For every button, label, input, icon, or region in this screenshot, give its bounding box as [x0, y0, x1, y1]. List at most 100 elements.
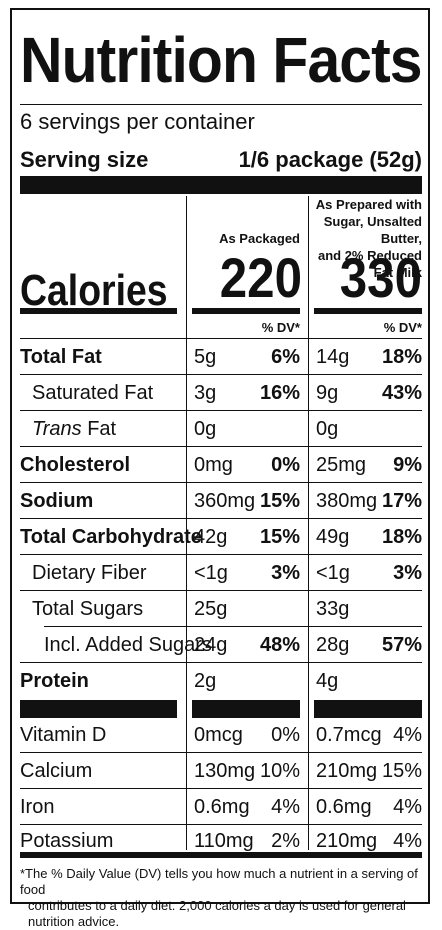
dv-packaged: 4%: [271, 796, 300, 818]
dv-packaged: 48%: [259, 634, 300, 656]
amount-prepared: 33g: [316, 598, 350, 620]
amount-prepared: 28g: [316, 634, 350, 656]
nutrient-name: Sodium: [20, 490, 94, 512]
vitamin-divider-packaged: [192, 700, 300, 718]
vitamin-row-vitamin-d: Vitamin D 0mcg 0% 0.7mcg 4%: [12, 718, 428, 752]
row-divider: [20, 662, 422, 663]
daily-value-footnote: *The % Daily Value (DV) tells you how mu…: [20, 866, 418, 929]
nutrient-row-added-sugars: Incl. Added Sugars 24g 48% 28g 57%: [12, 628, 428, 662]
vitamin-name: Vitamin D: [20, 724, 107, 746]
amount-packaged: <1g: [194, 562, 228, 584]
prepared-header: As Prepared with Sugar, Unsalted Butter,…: [315, 197, 422, 280]
dv-packaged: 0%: [271, 454, 300, 476]
amount-prepared: 49g: [316, 526, 350, 548]
nutrient-row-protein: Protein 2g 4g: [12, 664, 428, 698]
vitamin-row-calcium: Calcium 130mg 10% 210mg 15%: [12, 754, 428, 788]
row-divider: [20, 752, 422, 753]
vitamin-name: Iron: [20, 796, 55, 818]
vitamin-divider-label: [20, 700, 177, 718]
dv-packaged: 15%: [259, 490, 300, 512]
amount-prepared: 210mg: [316, 830, 378, 852]
row-divider: [20, 824, 422, 825]
nutrient-name: Dietary Fiber: [32, 562, 147, 584]
amount-prepared: 25mg: [316, 454, 367, 476]
row-divider: [20, 338, 422, 339]
amount-prepared: 210mg: [316, 760, 378, 782]
nutrient-name: Incl. Added Sugars: [44, 634, 212, 656]
dv-packaged: 6%: [271, 346, 300, 368]
vitamin-row-potassium: Potassium 110mg 2% 210mg 4%: [12, 824, 428, 858]
dv-prepared: 17%: [381, 490, 422, 512]
calories-label: Calories: [20, 266, 168, 315]
amount-packaged: 0.6mg: [194, 796, 250, 818]
serving-size-value: 1/6 package (52g): [238, 147, 422, 172]
nutrient-name: Trans Fat: [32, 418, 117, 440]
nutrient-name: Total Carbohydrate: [20, 526, 202, 548]
dv-prepared: 18%: [381, 346, 422, 368]
nutrient-row-sodium: Sodium 360mg 15% 380mg 17%: [12, 484, 428, 518]
dv-prepared: 4%: [393, 724, 422, 746]
nutrient-name: Total Fat: [20, 346, 102, 368]
dv-prepared: 9%: [393, 454, 422, 476]
vitamin-row-iron: Iron 0.6mg 4% 0.6mg 4%: [12, 790, 428, 824]
nutrient-name: Cholesterol: [20, 454, 131, 476]
dv-packaged: 2%: [271, 830, 300, 852]
amount-packaged: 0mcg: [194, 724, 243, 746]
row-divider: [20, 518, 422, 519]
vitamin-divider-prepared: [314, 700, 422, 718]
dv-prepared: 43%: [381, 382, 422, 404]
dv-packaged: 15%: [259, 526, 300, 548]
amount-packaged: 0mg: [194, 454, 233, 476]
calories-packaged: 220: [219, 246, 302, 309]
column-divider-right: [308, 196, 309, 850]
row-divider: [20, 446, 422, 447]
nutrient-row-total-carbohydrate: Total Carbohydrate 42g 15% 49g 18%: [12, 520, 428, 554]
amount-prepared: 14g: [316, 346, 350, 368]
row-divider: [44, 626, 422, 627]
dv-prepared: 18%: [381, 526, 422, 548]
nutrient-row-saturated-fat: Saturated Fat 3g 16% 9g 43%: [12, 376, 428, 410]
vitamin-name: Potassium: [20, 830, 114, 852]
amount-packaged: 360mg: [194, 490, 256, 512]
amount-prepared: <1g: [316, 562, 350, 584]
serving-divider-bar: [20, 176, 422, 194]
amount-prepared: 380mg: [316, 490, 378, 512]
amount-prepared: 4g: [316, 670, 339, 692]
serving-size-row: Serving size 1/6 package (52g): [20, 146, 422, 174]
vitamin-name: Calcium: [20, 760, 93, 782]
dv-prepared: 4%: [393, 830, 422, 852]
amount-packaged: 0g: [194, 418, 217, 440]
nutrient-row-trans-fat: Trans Fat 0g 0g: [12, 412, 428, 446]
nutrient-name: Saturated Fat: [32, 382, 154, 404]
calories-prepared: 330: [339, 246, 422, 309]
dv-packaged: 10%: [259, 760, 300, 782]
nutrient-name: Total Sugars: [32, 598, 144, 620]
dv-packaged: 3%: [271, 562, 300, 584]
amount-packaged: 42g: [194, 526, 228, 548]
serving-size-label: Serving size: [20, 147, 149, 172]
row-divider: [20, 374, 422, 375]
dv-prepared: 57%: [381, 634, 422, 656]
title-divider: [20, 104, 422, 105]
amount-prepared: 9g: [316, 382, 339, 404]
amount-prepared: 0.7mcg: [316, 724, 382, 746]
nutrient-row-dietary-fiber: Dietary Fiber <1g 3% <1g 3%: [12, 556, 428, 590]
packaged-header: As Packaged: [219, 231, 300, 246]
amount-packaged: 5g: [194, 346, 217, 368]
dv-packaged: 0%: [271, 724, 300, 746]
amount-packaged: 25g: [194, 598, 228, 620]
nutrient-name: Protein: [20, 670, 89, 692]
footnote-divider: [20, 852, 422, 858]
amount-packaged: 3g: [194, 382, 217, 404]
dv-prepared: 15%: [381, 760, 422, 782]
column-divider-left: [186, 196, 187, 850]
nutrition-facts-panel: Nutrition Facts 6 servings per container…: [10, 8, 430, 929]
dv-prepared: 3%: [393, 562, 422, 584]
amount-packaged: 130mg: [194, 760, 256, 782]
dv-header-prepared: % DV*: [383, 320, 422, 335]
panel-title: Nutrition Facts: [20, 24, 423, 96]
amount-prepared: 0.6mg: [316, 796, 372, 818]
dv-prepared: 4%: [393, 796, 422, 818]
amount-packaged: 110mg: [194, 830, 254, 852]
amount-prepared: 0g: [316, 418, 339, 440]
